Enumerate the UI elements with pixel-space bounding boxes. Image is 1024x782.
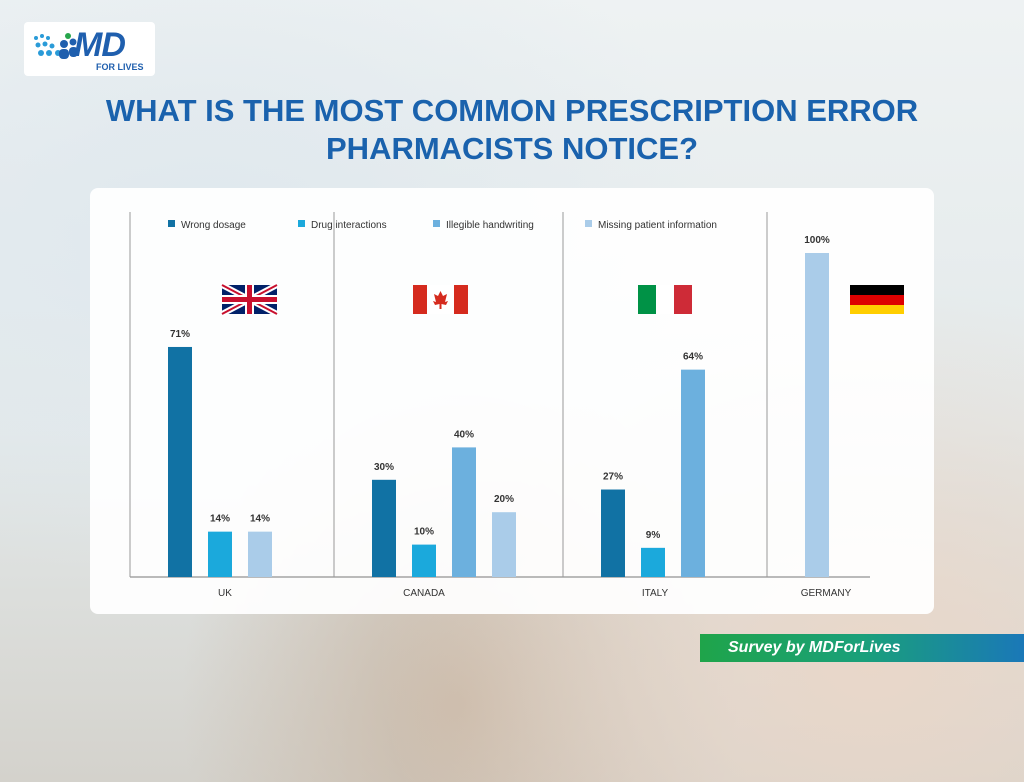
- flag-uk: [220, 282, 279, 317]
- bar: [372, 479, 396, 577]
- value-label: 14%: [250, 514, 270, 525]
- value-label: 64%: [683, 352, 703, 363]
- legend-swatch: [585, 220, 592, 227]
- logo: MD FOR LIVES: [24, 22, 155, 76]
- x-tick-label: CANADA: [403, 588, 445, 599]
- legend-swatch: [298, 220, 305, 227]
- legend-label: Wrong dosage: [181, 220, 246, 231]
- flag-germany: [850, 285, 904, 314]
- survey-banner: Survey by MDForLives: [700, 634, 1024, 662]
- bar: [492, 512, 516, 577]
- legend-label: Missing patient information: [598, 220, 717, 231]
- bar: [641, 547, 665, 577]
- title-line: WHAT IS THE MOST COMMON PRESCRIPTION ERR…: [105, 93, 919, 128]
- value-label: 9%: [646, 530, 661, 541]
- legend-label: Illegible handwriting: [446, 220, 534, 231]
- x-tick-label: UK: [218, 588, 232, 599]
- x-tick-label: ITALY: [642, 588, 669, 599]
- chart-card: [90, 188, 934, 614]
- value-label: 30%: [374, 462, 394, 473]
- bar: [412, 544, 436, 577]
- legend-label: Drug interactions: [311, 220, 387, 231]
- logo-icon: [34, 33, 78, 59]
- bar: [601, 489, 625, 577]
- bar: [681, 369, 705, 577]
- bar: [452, 447, 476, 577]
- bar: [248, 531, 272, 577]
- value-label: 14%: [210, 514, 230, 525]
- bar: [168, 346, 192, 577]
- title-line: PHARMACISTS NOTICE?: [326, 131, 698, 166]
- legend-swatch: [168, 220, 175, 227]
- value-label: 27%: [603, 472, 623, 483]
- value-label: 40%: [454, 429, 474, 440]
- value-label: 71%: [170, 329, 190, 340]
- value-label: 20%: [494, 494, 514, 505]
- x-tick-label: GERMANY: [801, 588, 852, 599]
- bar: [208, 531, 232, 577]
- flag-canada: [413, 285, 468, 314]
- logo-text: MD: [74, 26, 126, 64]
- value-label: 100%: [804, 235, 830, 246]
- legend-swatch: [433, 220, 440, 227]
- title: WHAT IS THE MOST COMMON PRESCRIPTION ERR…: [0, 92, 1024, 168]
- logo-subtext: FOR LIVES: [96, 62, 144, 72]
- flag-italy: [638, 285, 692, 314]
- bar: [805, 253, 829, 577]
- value-label: 10%: [414, 527, 434, 538]
